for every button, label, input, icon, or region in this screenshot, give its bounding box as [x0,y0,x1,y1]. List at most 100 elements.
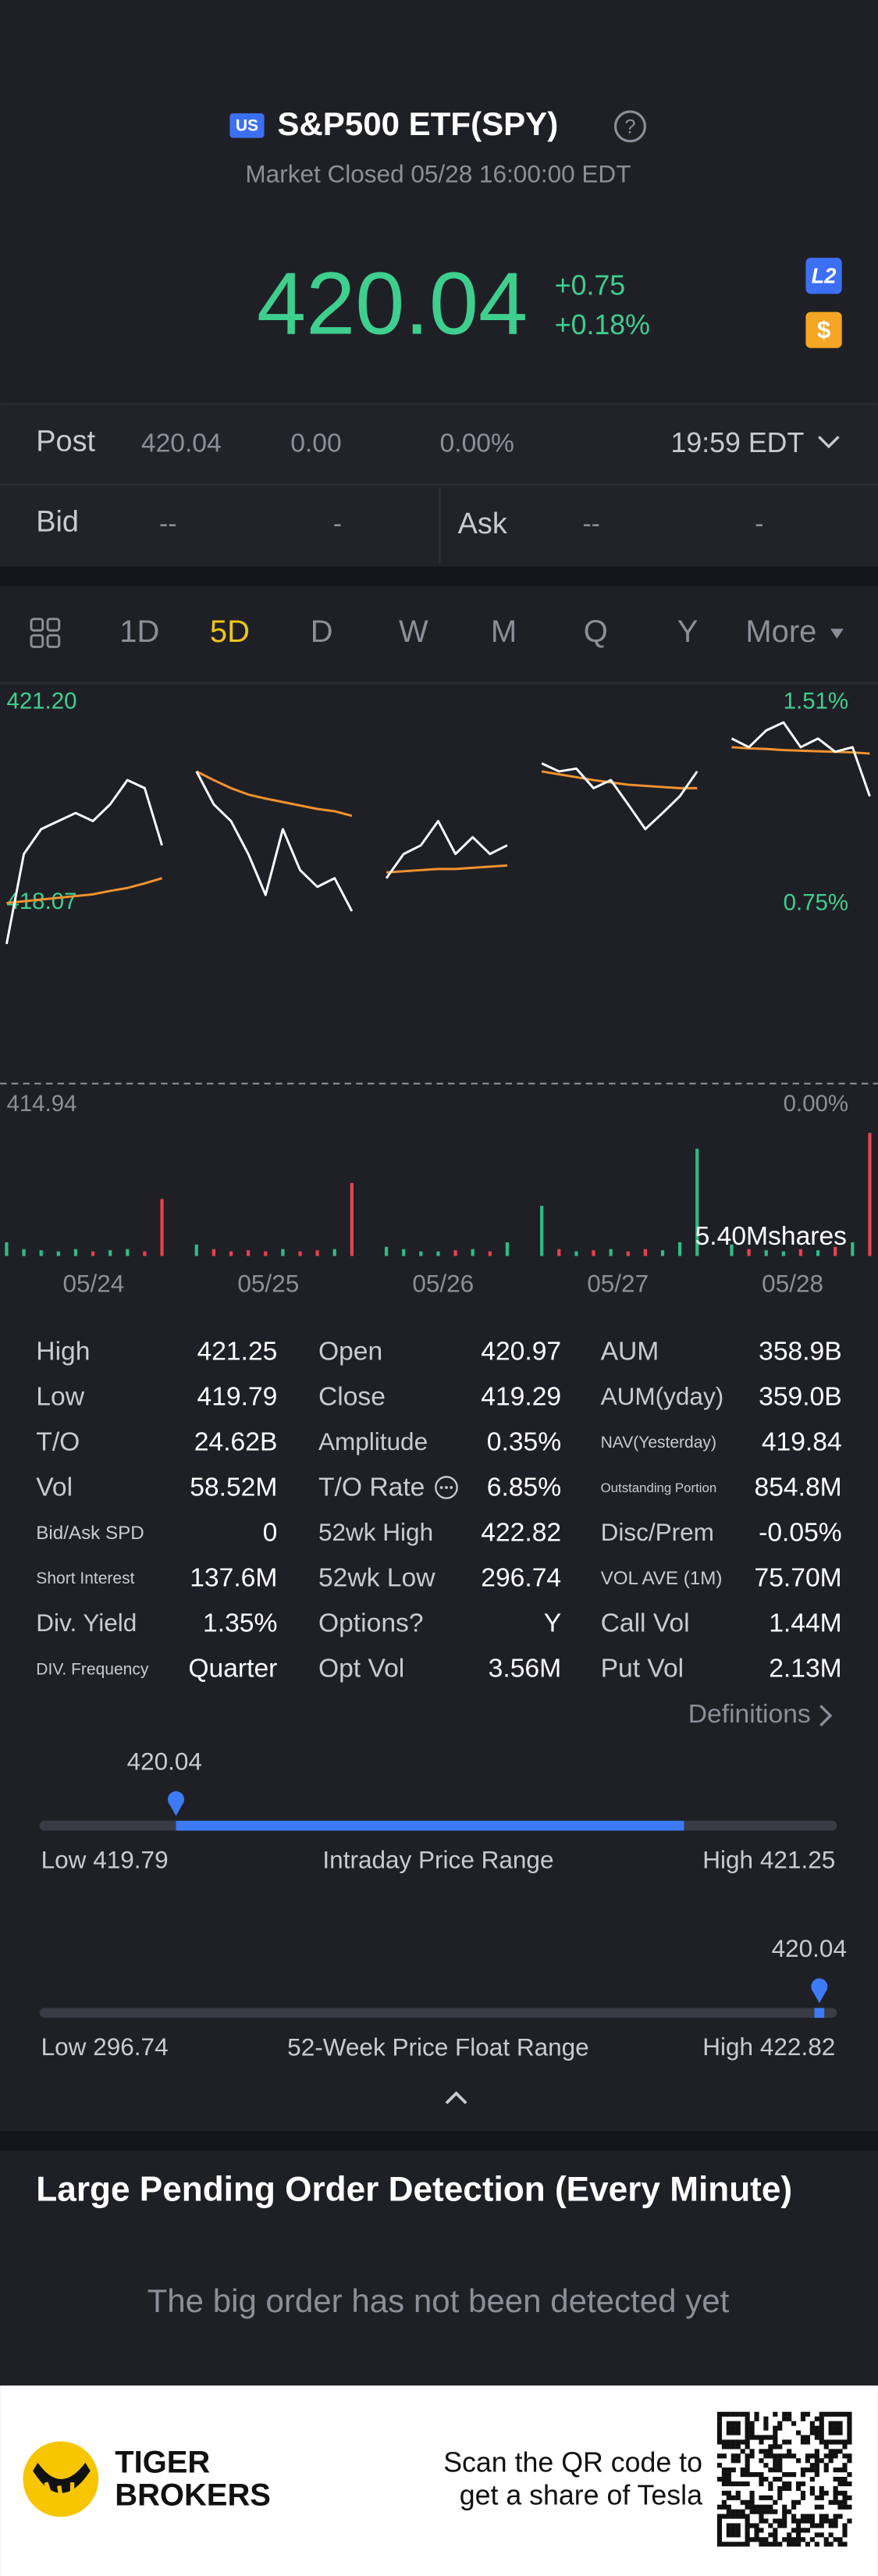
qr-module [740,2467,745,2473]
volume-bar [332,1249,336,1256]
qr-module [726,2472,731,2478]
post-time[interactable]: 19:59 EDT [671,427,805,458]
qr-module [735,2481,741,2487]
definitions-chevron[interactable] [819,1705,833,1727]
qr-module [833,2476,838,2482]
qr-module [726,2542,731,2547]
qr-module [759,2481,764,2487]
period-tab[interactable]: 5D [210,615,250,649]
y2-tick-label: 0.00% [784,1091,848,1117]
qr-module [745,2528,750,2533]
qr-module [833,2537,838,2542]
volume-bar [747,1249,751,1256]
qr-module [777,2425,783,2431]
more-arrow[interactable] [830,629,844,639]
qr-module [768,2449,773,2454]
period-tab[interactable]: W [399,615,428,649]
qr-module [763,2518,769,2524]
qr-module [768,2481,773,2487]
qr-module [730,2532,736,2538]
qr-module [763,2495,769,2500]
stat-label: Call Vol [601,1609,690,1638]
stat-value: 296.74 [481,1564,561,1593]
stat-value: 2.13M [769,1655,841,1683]
qr-module [745,2542,750,2547]
bid-price: -- [159,510,176,539]
qr-module [837,2514,843,2519]
qr-module [726,2490,731,2496]
period-tab[interactable]: M [491,615,517,649]
qr-module [800,2537,806,2542]
stat-label: Low [36,1382,84,1411]
qr-module [823,2444,829,2450]
level2-badge[interactable] [805,258,842,294]
bid-size: - [333,510,342,539]
qr-module [754,2435,759,2440]
stat-label: Put Vol [601,1655,684,1683]
qr-module [833,2495,838,2500]
qr-module [749,2499,755,2505]
range-fill [814,2008,825,2018]
qr-module [773,2430,778,2435]
promo-text: get a share of Tesla [460,2480,702,2511]
collapse-caret[interactable] [445,2091,467,2104]
period-tab[interactable]: Y [677,615,698,649]
qr-module [842,2499,848,2505]
qr-module [837,2490,843,2496]
trade-badge[interactable] [805,312,842,348]
period-tab[interactable]: Q [584,615,608,649]
x-tick-label: 05/26 [412,1270,474,1298]
qr-module [809,2430,815,2435]
qr-module [735,2528,741,2533]
qr-module [782,2416,787,2421]
layout-icon[interactable] [30,618,61,648]
period-tab[interactable]: 1D [119,615,159,649]
qr-module [814,2449,819,2454]
qr-module [726,2476,731,2482]
definitions-link[interactable]: Definitions [688,1700,811,1729]
chart: 421.20418.07414.941.51%0.75%0.00%5.40Msh… [0,689,878,1298]
qr-module [795,2523,802,2528]
qr-module [833,2499,838,2505]
qr-module [814,2472,819,2478]
qr-module [795,2542,802,2547]
y-tick-label: 421.20 [6,689,76,714]
post-chevron[interactable] [818,436,840,449]
qr-module [726,2467,731,2473]
info-icon[interactable] [435,1476,458,1499]
qr-module [759,2472,764,2478]
qr-module [721,2472,727,2478]
qr-module [805,2518,811,2524]
qr-module [833,2439,838,2445]
stat-label: DIV. Frequency [36,1660,149,1678]
qr-module [716,2435,723,2440]
qr-module [735,2514,741,2519]
volume-bar [851,1242,855,1256]
stat-value: 419.29 [481,1382,561,1411]
help-icon[interactable] [613,110,646,143]
qr-module [740,2472,745,2478]
qr-module [800,2495,806,2500]
range-current: 420.04 [127,1748,202,1776]
period-tab[interactable]: D [311,615,333,649]
qr-module [809,2485,815,2492]
qr-module [833,2523,838,2528]
qr-module [773,2439,778,2445]
volume-label: 5.40Mshares [695,1222,847,1251]
level2-badge-text: L2 [812,264,837,288]
qr-module [745,2421,750,2426]
qr-module [814,2504,819,2510]
qr-module [837,2481,843,2487]
qr-module [768,2532,773,2538]
qr-module [735,2411,741,2417]
qr-module [814,2532,819,2538]
qr-module [782,2514,787,2519]
period-tab[interactable]: More [745,615,816,649]
qr-module [791,2453,797,2459]
qr-module [754,2509,759,2514]
volume-bar [229,1251,233,1256]
qr-module [763,2453,769,2459]
qr-module [800,2435,806,2440]
qr-module [749,2425,755,2431]
volume-bar [643,1249,647,1256]
